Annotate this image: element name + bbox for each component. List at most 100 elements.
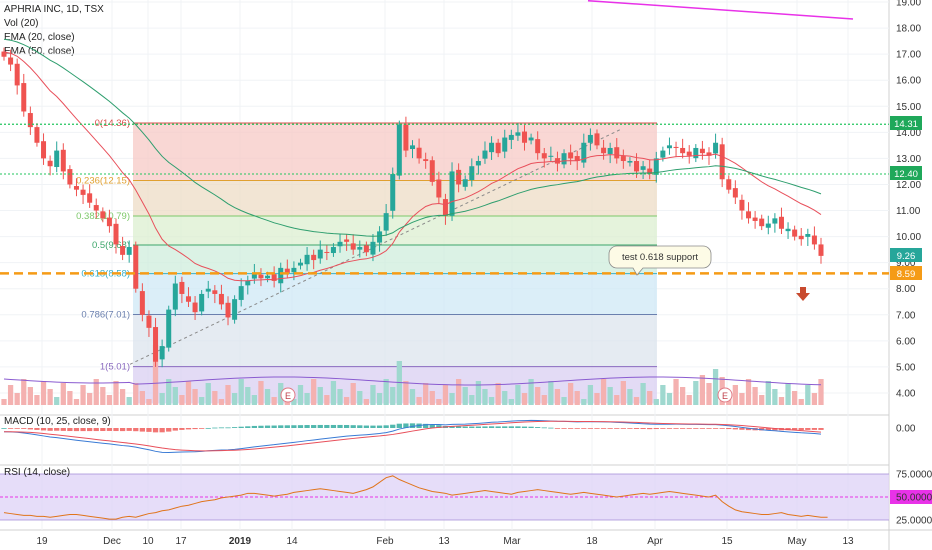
candle-body: [100, 211, 106, 219]
candle: [317, 240, 323, 264]
macd-hist-bar: [693, 428, 699, 429]
macd-hist-bar: [60, 428, 66, 431]
candle-body: [699, 148, 705, 154]
volume-bar: [172, 387, 178, 405]
volume-bar: [245, 387, 251, 405]
indicator-ema20-label[interactable]: EMA (20, close): [4, 32, 75, 43]
price-label-last: 9.26: [890, 248, 922, 262]
time-tick-label: 2019: [229, 536, 252, 547]
candle-body: [60, 149, 66, 172]
volume-bar: [93, 379, 99, 405]
volume-bar: [528, 379, 534, 405]
macd-pane: [1, 419, 824, 454]
candle-body: [792, 229, 798, 237]
candle: [278, 262, 284, 293]
price-tick-label: 15.00: [896, 102, 921, 113]
price-tick-label: 6.00: [896, 336, 916, 347]
macd-hist-bar: [732, 428, 738, 430]
candle: [172, 275, 178, 317]
macd-hist-bar: [126, 428, 132, 431]
macd-hist-bar: [666, 428, 673, 429]
candle: [548, 146, 554, 163]
candle: [429, 156, 435, 186]
price-tick-label: 8.00: [896, 284, 916, 295]
macd-hist-bar: [311, 425, 317, 428]
earnings-marker-2[interactable]: E: [717, 387, 733, 403]
macd-hist-bar: [712, 428, 719, 429]
macd-hist-bar: [541, 427, 547, 429]
macd-hist-bar: [521, 426, 528, 428]
candle-body: [357, 247, 363, 250]
volume-bar: [67, 391, 73, 405]
volume-bar: [508, 399, 514, 405]
volume-bar: [218, 399, 225, 405]
candle-body: [475, 161, 481, 166]
macd-title[interactable]: MACD (10, 25, close, 9): [4, 416, 111, 427]
candle-body: [528, 137, 534, 141]
macd-hist-bar: [27, 428, 33, 430]
candle: [403, 116, 409, 158]
candle-body: [199, 293, 205, 312]
candle-body: [429, 160, 435, 182]
candle-body: [271, 274, 277, 281]
candle-body: [245, 280, 251, 286]
time-tick-label: Apr: [647, 536, 663, 547]
candle: [686, 145, 692, 164]
down-arrow-icon: [796, 287, 810, 301]
candle-body: [752, 217, 758, 221]
candle: [304, 247, 310, 271]
candle-body: [423, 159, 429, 162]
earnings-marker-1[interactable]: E: [280, 387, 296, 403]
annotation-callout[interactable]: test 0.618 support: [608, 245, 712, 276]
volume-bar: [798, 399, 804, 405]
candle-body: [159, 346, 165, 360]
candle-body: [139, 291, 145, 315]
candle-body: [14, 63, 20, 86]
candle: [666, 137, 672, 155]
candle-body: [482, 150, 488, 159]
indicator-ema50-label[interactable]: EMA (50, close): [4, 46, 75, 57]
candle: [344, 234, 350, 251]
macd-hist-bar: [502, 426, 508, 428]
candle: [390, 167, 396, 219]
annotation-bubble: [608, 245, 712, 276]
annotation-text: test 0.618 support: [622, 252, 698, 263]
macd-hist-bar: [653, 428, 659, 430]
macd-hist-bar: [403, 423, 409, 428]
macd-hist-bar: [330, 424, 337, 428]
candle: [67, 165, 73, 189]
macd-hist-bar: [535, 427, 541, 428]
candle: [726, 175, 732, 194]
macd-hist-bar: [133, 428, 139, 432]
candle-body: [541, 153, 547, 159]
volume-bar: [561, 397, 567, 405]
candle: [653, 151, 659, 183]
candle-body: [166, 309, 172, 348]
candle: [47, 155, 53, 176]
volume-bar: [409, 389, 416, 405]
price-tick-label: 7.00: [896, 310, 916, 321]
ema20-line: [3, 51, 822, 282]
indicator-vol-label[interactable]: Vol (20): [4, 18, 39, 29]
candle: [80, 184, 86, 205]
candle-body: [311, 254, 317, 261]
volume-bar: [14, 393, 20, 405]
candle-body: [554, 158, 560, 164]
candle-body: [218, 293, 224, 305]
macd-hist-bar: [719, 428, 725, 429]
rsi-title[interactable]: RSI (14, close): [4, 467, 70, 478]
candle-body: [67, 169, 73, 185]
candle-body: [666, 145, 672, 149]
candle-body: [185, 296, 191, 302]
macd-hist-bar: [745, 428, 752, 431]
rsi-pane: [0, 473, 889, 521]
macd-hist-bar: [495, 426, 501, 428]
svg-text:12.40: 12.40: [894, 169, 918, 180]
candle-body: [535, 139, 541, 154]
macd-hist-bar: [647, 428, 653, 430]
volume-bar: [337, 389, 343, 405]
volume-bar: [436, 399, 442, 405]
candle: [693, 144, 699, 163]
volume-bar: [541, 395, 547, 405]
